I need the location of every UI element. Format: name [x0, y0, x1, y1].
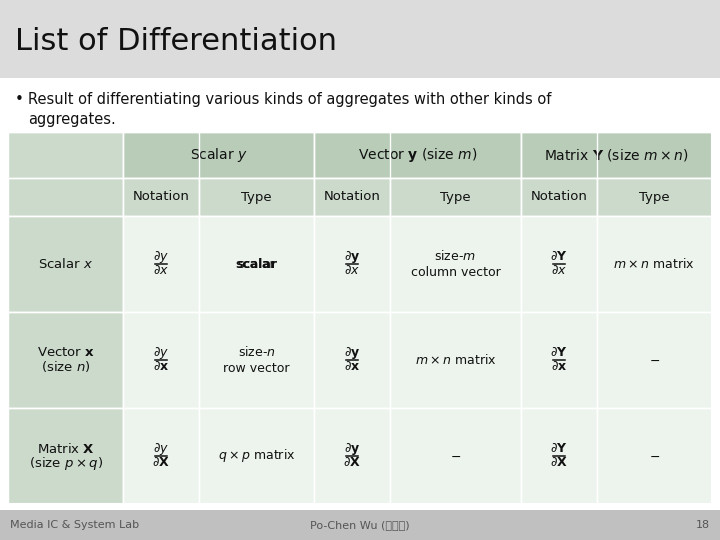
Bar: [597, 216, 712, 312]
Bar: [0, 510, 720, 540]
Bar: [8, 132, 712, 504]
Bar: [123, 178, 199, 216]
Text: $-$: $-$: [649, 354, 660, 367]
Bar: [390, 312, 521, 408]
Text: $\partial x$: $\partial x$: [551, 265, 567, 278]
Bar: [8, 312, 123, 408]
Text: $\partial \mathbf{x}$: $\partial \mathbf{x}$: [153, 361, 169, 374]
Text: size-$n$
row vector: size-$n$ row vector: [223, 346, 290, 375]
Text: $\partial \mathbf{Y}$: $\partial \mathbf{Y}$: [550, 442, 567, 456]
Bar: [8, 216, 123, 312]
Text: $m \times n$ matrix: $m \times n$ matrix: [613, 257, 696, 271]
Text: Vector $\mathbf{x}$: Vector $\mathbf{x}$: [37, 347, 94, 360]
Bar: [390, 178, 521, 216]
Text: $m \times n$ matrix: $m \times n$ matrix: [415, 353, 496, 367]
Text: Scalar $x$: Scalar $x$: [38, 257, 94, 271]
Text: $\partial x$: $\partial x$: [153, 265, 169, 278]
Text: $\partial \mathbf{x}$: $\partial \mathbf{x}$: [551, 361, 567, 374]
Bar: [521, 178, 597, 216]
Text: List of Differentiation: List of Differentiation: [15, 28, 337, 57]
Bar: [199, 408, 314, 504]
Text: Media IC & System Lab: Media IC & System Lab: [10, 520, 139, 530]
Bar: [8, 408, 123, 504]
Text: $\partial y$: $\partial y$: [153, 441, 169, 457]
Bar: [390, 408, 521, 504]
Text: Vector $\mathbf{y}$ (size $m$): Vector $\mathbf{y}$ (size $m$): [358, 146, 477, 164]
Bar: [199, 178, 314, 216]
Text: $\partial x$: $\partial x$: [344, 265, 360, 278]
Text: $\partial \mathbf{x}$: $\partial \mathbf{x}$: [344, 361, 360, 374]
Text: 18: 18: [696, 520, 710, 530]
Text: $\partial \mathbf{y}$: $\partial \mathbf{y}$: [344, 345, 360, 361]
Text: Type: Type: [241, 191, 272, 204]
Text: $\partial \mathbf{y}$: $\partial \mathbf{y}$: [344, 249, 360, 265]
Text: $\partial y$: $\partial y$: [153, 345, 169, 361]
Text: (size $n$): (size $n$): [41, 360, 91, 375]
Text: $\partial \mathbf{X}$: $\partial \mathbf{X}$: [152, 456, 170, 469]
Bar: [521, 216, 597, 312]
Bar: [597, 312, 712, 408]
Text: Result of differentiating various kinds of aggregates with other kinds of
aggreg: Result of differentiating various kinds …: [28, 92, 552, 127]
Text: Scalar $y$: Scalar $y$: [190, 146, 248, 164]
Text: (size $p \times q$): (size $p \times q$): [29, 455, 103, 471]
Bar: [199, 312, 314, 408]
Text: size-$m$
column vector: size-$m$ column vector: [410, 249, 500, 279]
Bar: [597, 178, 712, 216]
Bar: [521, 312, 597, 408]
Text: Matrix $\mathbf{X}$: Matrix $\mathbf{X}$: [37, 442, 94, 456]
Bar: [521, 408, 597, 504]
Text: $\partial \mathbf{X}$: $\partial \mathbf{X}$: [550, 456, 568, 469]
Text: $q \times p$ matrix: $q \times p$ matrix: [218, 448, 295, 464]
Text: Po-Chen Wu (吴柏辰): Po-Chen Wu (吴柏辰): [310, 520, 410, 530]
Text: •: •: [15, 92, 24, 107]
Bar: [123, 408, 199, 504]
Bar: [597, 408, 712, 504]
Text: $\partial \mathbf{y}$: $\partial \mathbf{y}$: [344, 441, 360, 457]
Text: Notation: Notation: [132, 191, 189, 204]
Bar: [390, 216, 521, 312]
Bar: [314, 408, 390, 504]
Text: $\partial y$: $\partial y$: [153, 249, 169, 265]
Bar: [123, 312, 199, 408]
Bar: [8, 178, 123, 216]
Text: $-$: $-$: [649, 449, 660, 462]
Text: $\partial \mathbf{X}$: $\partial \mathbf{X}$: [343, 456, 361, 469]
Bar: [123, 216, 199, 312]
Text: scalar: scalar: [235, 258, 278, 271]
Bar: [199, 216, 314, 312]
Bar: [123, 132, 314, 178]
Bar: [0, 78, 720, 508]
Text: $\partial \mathbf{Y}$: $\partial \mathbf{Y}$: [550, 347, 567, 360]
Bar: [314, 132, 521, 178]
Text: $-$: $-$: [450, 449, 461, 462]
Bar: [314, 216, 390, 312]
Bar: [521, 132, 712, 178]
Text: Matrix $\mathbf{Y}$ (size $m \times n$): Matrix $\mathbf{Y}$ (size $m \times n$): [544, 147, 689, 163]
Text: $\partial \mathbf{Y}$: $\partial \mathbf{Y}$: [550, 251, 567, 264]
Text: scalar: scalar: [238, 258, 276, 271]
Text: Type: Type: [639, 191, 670, 204]
Text: Notation: Notation: [531, 191, 588, 204]
Text: Type: Type: [440, 191, 471, 204]
Bar: [8, 132, 123, 216]
Bar: [0, 0, 720, 78]
Bar: [314, 178, 390, 216]
Bar: [314, 312, 390, 408]
Text: Notation: Notation: [323, 191, 380, 204]
